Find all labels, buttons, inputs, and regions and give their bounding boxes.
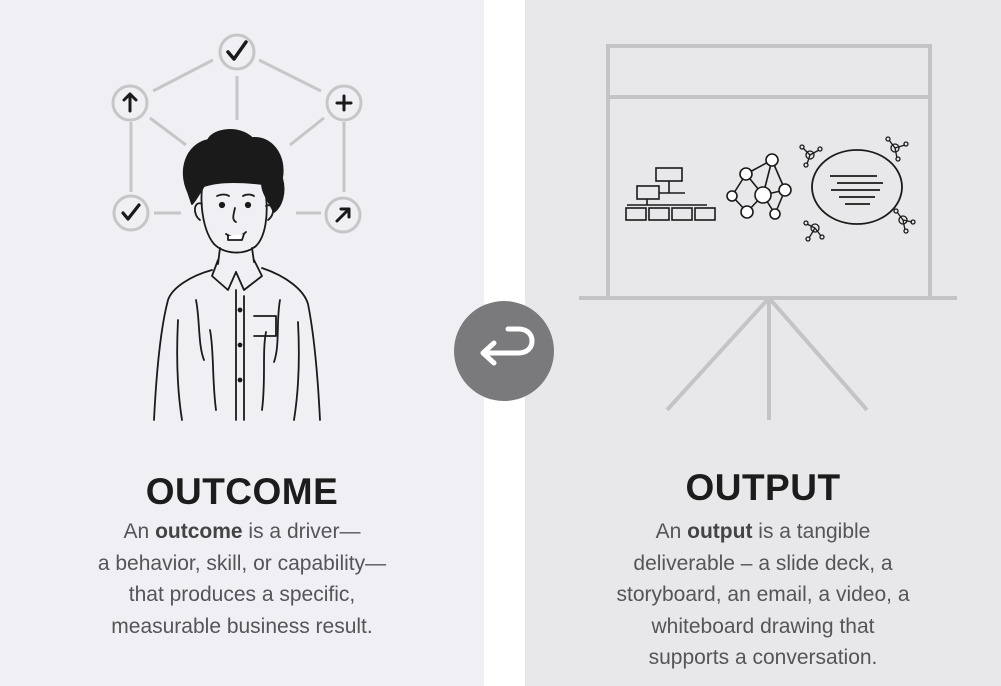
- output-description: An output is a tangible deliverable – a …: [550, 516, 976, 674]
- outcome-description: An outcome is a driver— a behavior, skil…: [40, 516, 444, 642]
- network-graph-sketch: [726, 153, 792, 220]
- output-desc-keyword: output: [687, 520, 753, 543]
- output-desc-line2: deliverable – a slide deck, a: [633, 551, 893, 575]
- output-panel: [525, 0, 1001, 686]
- outcome-desc-pre: An: [123, 520, 156, 543]
- arrow-up-right-icon: [324, 196, 362, 234]
- check-icon: [218, 33, 256, 71]
- output-desc-line4: whiteboard drawing that: [651, 614, 875, 638]
- outcome-network-lines: [129, 58, 346, 215]
- outcome-panel: OUTCOME An outcome is a driver— a behavi…: [0, 0, 484, 686]
- output-heading: OUTPUT: [685, 467, 841, 508]
- swap-button[interactable]: [454, 301, 554, 401]
- return-arrow-icon: [480, 326, 535, 366]
- outcome-illustration: [111, 33, 363, 421]
- outcome-desc-line1-end: is a driver—: [242, 520, 361, 543]
- output-desc-line5: supports a conversation.: [648, 646, 878, 669]
- outcome-desc-line3: that produces a specific,: [128, 583, 356, 606]
- outcome-desc-keyword: outcome: [155, 520, 243, 543]
- easel-board: [579, 44, 957, 420]
- outcome-desc-line4: measurable business result.: [111, 614, 373, 638]
- plus-icon: [325, 84, 363, 122]
- check-icon: [112, 194, 150, 232]
- idea-bubble-sketch: [799, 136, 916, 242]
- outcome-heading: OUTCOME: [145, 471, 339, 512]
- org-chart-sketch: [625, 167, 716, 221]
- output-desc-line1-end: is a tangible: [752, 520, 871, 543]
- output-illustration: [579, 44, 957, 420]
- arrow-up-icon: [111, 84, 149, 122]
- outcome-desc-line2: a behavior, skill, or capability—: [97, 551, 387, 575]
- output-desc-line3: storyboard, an email, a video, a: [616, 583, 910, 606]
- output-desc-pre: An: [655, 520, 688, 543]
- person-illustration: [153, 129, 321, 421]
